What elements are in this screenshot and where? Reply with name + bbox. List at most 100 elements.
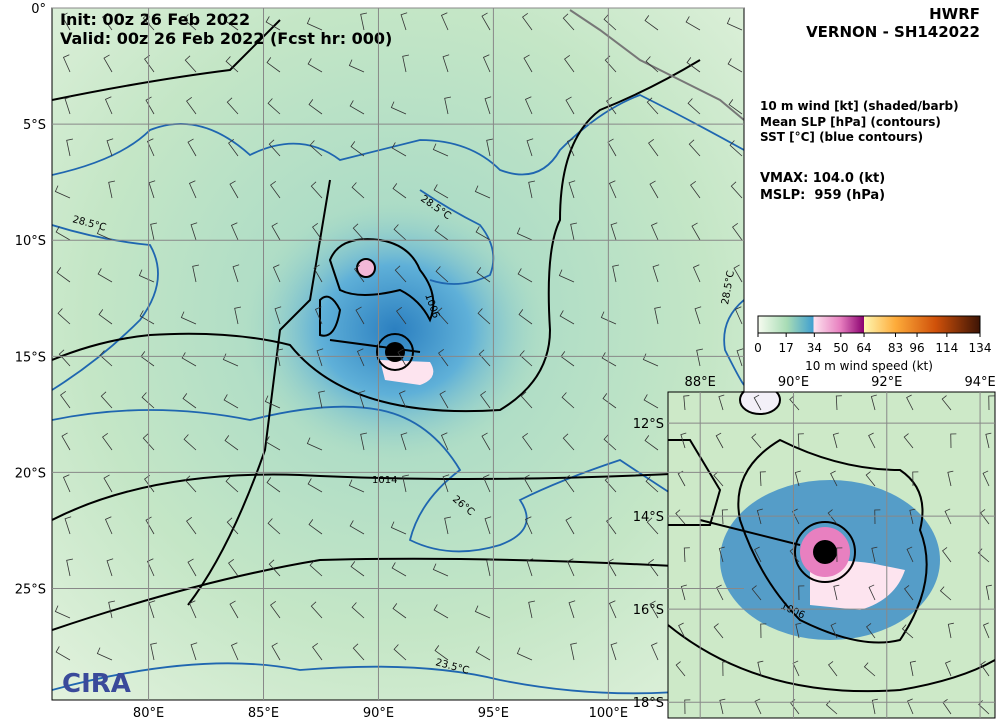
wind-barb	[99, 350, 113, 367]
x-tick-label: 95°E	[478, 706, 509, 721]
wind-barb	[568, 180, 576, 199]
wind-barb	[442, 474, 450, 493]
wind-barb	[606, 516, 617, 535]
y-tick-label: 14°S	[633, 510, 664, 525]
wind-barb	[566, 558, 575, 577]
wind-barb	[871, 698, 878, 715]
wind-barb	[312, 642, 323, 661]
wind-barb	[55, 226, 71, 241]
wind-barb	[835, 395, 842, 411]
wind-barb	[146, 558, 155, 577]
wind-barb	[939, 586, 952, 601]
wind-barb	[55, 646, 71, 661]
wind-barb	[144, 474, 155, 493]
wind-barb	[687, 98, 701, 115]
wind-barb	[180, 311, 197, 325]
wind-barb	[901, 624, 914, 639]
wind-barb	[759, 471, 766, 487]
wind-barb	[392, 183, 407, 199]
wind-barb	[481, 432, 491, 451]
wind-barb	[482, 474, 491, 493]
wind-barb	[680, 584, 687, 601]
wind-barb	[226, 97, 239, 115]
colorbar-tick-label: 64	[856, 341, 871, 355]
wind-barb	[391, 142, 407, 157]
wind-barb	[562, 13, 575, 31]
wind-barb	[312, 222, 323, 241]
wind-barb	[982, 470, 990, 487]
wind-barb	[516, 227, 533, 241]
wind-barb	[792, 508, 800, 525]
wind-barb	[348, 479, 365, 493]
wind-barb	[351, 602, 365, 619]
wind-barb	[650, 222, 659, 241]
wind-barb	[350, 561, 365, 577]
storm-core	[813, 540, 837, 564]
wind-barb	[716, 584, 724, 601]
wind-barb	[486, 138, 494, 157]
wind-barb	[433, 184, 449, 199]
wind-barb	[606, 96, 617, 115]
wind-barb	[182, 393, 197, 409]
wind-barb	[977, 548, 990, 563]
wind-barb	[184, 55, 197, 73]
x-tick-label: 100°E	[589, 706, 629, 721]
x-tick-label: 88°E	[685, 375, 716, 390]
wind-barb	[645, 56, 659, 73]
wind-barb	[393, 644, 407, 661]
wind-barb	[904, 585, 914, 601]
wind-barbs	[675, 394, 995, 715]
wind-barb	[608, 600, 617, 619]
wind-barb	[523, 474, 533, 493]
storm-name: VERNON - SH142022	[806, 23, 980, 41]
wind-barb	[402, 474, 410, 493]
wind-barb	[349, 100, 365, 115]
wind-barb	[398, 390, 407, 409]
wind-barb	[726, 17, 743, 31]
wind-barb	[230, 222, 239, 241]
wind-barb	[646, 97, 659, 115]
x-tick-label: 80°E	[133, 706, 164, 721]
x-tick-label: 92°E	[871, 375, 902, 390]
wind-barb	[683, 547, 690, 563]
legend-line: SST [°C] (blue contours)	[760, 130, 923, 144]
wind-barb	[186, 96, 197, 115]
y-tick-label: 25°S	[15, 583, 46, 598]
wind-barb	[751, 585, 762, 601]
wind-barb	[310, 601, 323, 619]
wind-barb	[223, 394, 239, 409]
x-tick-label: 85°E	[248, 706, 279, 721]
wind-barb	[434, 645, 449, 661]
wind-barb	[646, 517, 659, 535]
x-tick-label: 90°E	[363, 706, 394, 721]
wind-barb	[271, 222, 281, 241]
wind-barb	[266, 57, 281, 73]
wind-barb	[183, 14, 197, 31]
wind-barb	[678, 622, 686, 639]
slp-contour	[52, 19, 281, 101]
wind-barb	[523, 54, 533, 73]
wind-barb	[907, 698, 914, 715]
wind-barb	[691, 222, 701, 241]
wind-barb	[564, 474, 575, 493]
wind-barb	[794, 470, 801, 487]
wind-max	[356, 258, 376, 278]
wind-barb	[188, 600, 197, 619]
wind-barb	[102, 432, 113, 451]
wind-barb	[62, 474, 71, 493]
wind-barb	[865, 471, 876, 487]
wind-barb	[478, 349, 491, 367]
wind-barb	[350, 141, 365, 157]
wind-barb	[903, 433, 914, 449]
inset-layers	[668, 392, 995, 715]
wind-barb	[432, 563, 449, 577]
wind-barb	[276, 348, 284, 367]
wind-barb	[145, 96, 155, 115]
wind-barb	[306, 437, 323, 451]
slp-contour	[187, 179, 331, 606]
vmax: VMAX: 104.0 (kt)	[760, 171, 885, 186]
wind-barb	[522, 432, 533, 451]
wind-barb	[397, 348, 407, 367]
sst-contour	[52, 405, 744, 553]
wind-barb	[98, 309, 113, 325]
